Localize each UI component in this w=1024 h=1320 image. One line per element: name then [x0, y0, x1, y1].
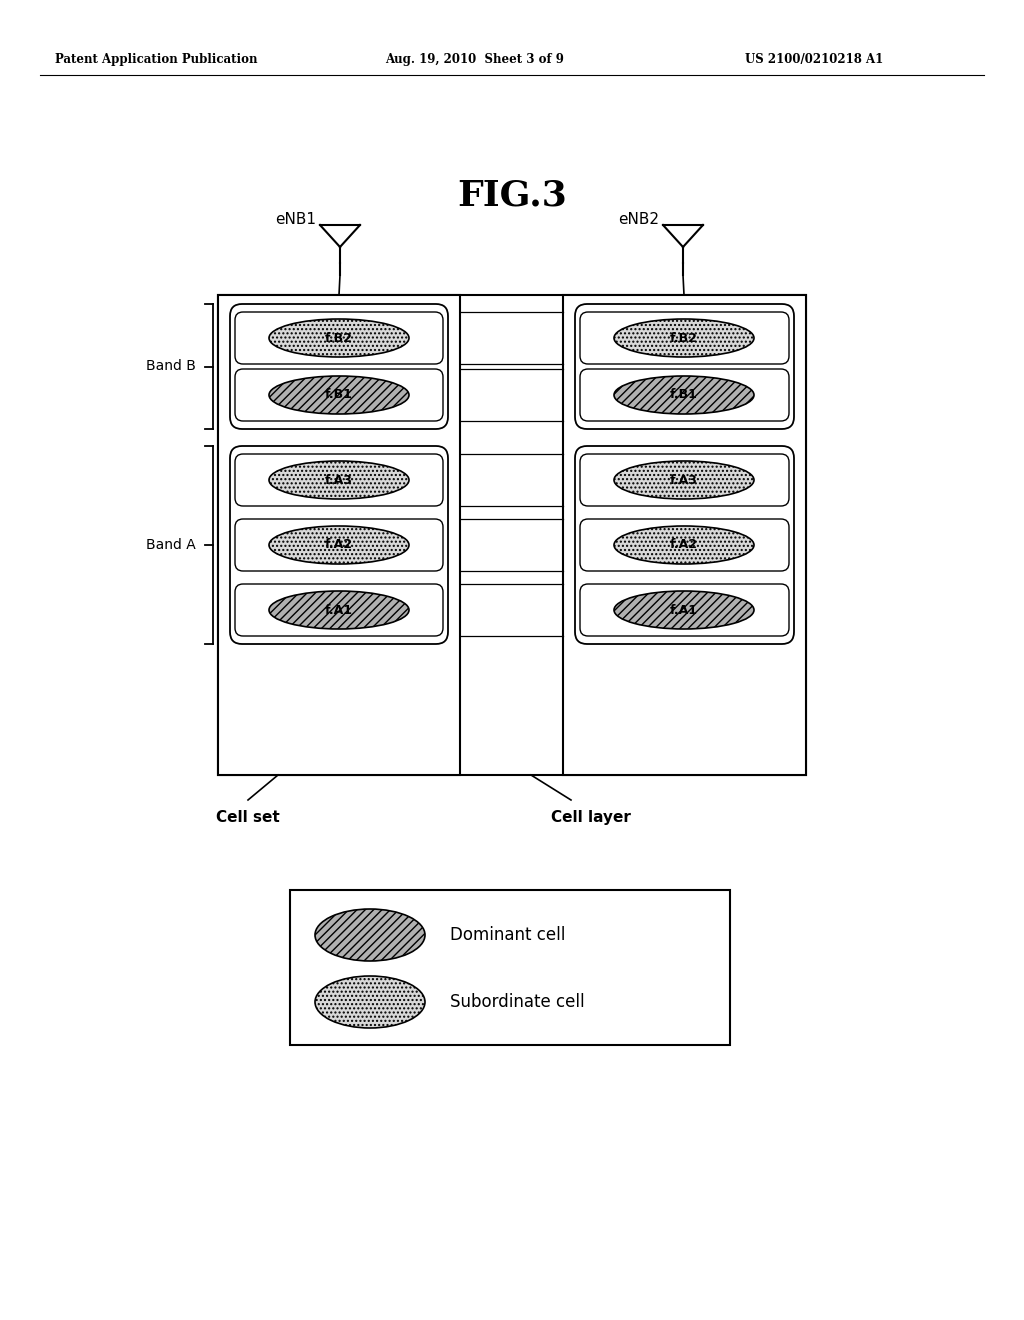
Text: Band A: Band A [146, 539, 196, 552]
Text: FIG.3: FIG.3 [457, 178, 567, 213]
FancyBboxPatch shape [230, 304, 449, 429]
Ellipse shape [269, 319, 409, 356]
FancyBboxPatch shape [580, 519, 790, 572]
Text: Subordinate cell: Subordinate cell [450, 993, 585, 1011]
Text: f.A1: f.A1 [325, 603, 353, 616]
Bar [290, 890, 730, 1045]
Text: Band B: Band B [146, 359, 196, 374]
Text: eNB2: eNB2 [618, 213, 659, 227]
Ellipse shape [269, 525, 409, 564]
Text: Patent Application Publication: Patent Application Publication [55, 54, 257, 66]
Ellipse shape [614, 461, 754, 499]
FancyBboxPatch shape [234, 519, 443, 572]
Text: f.A1: f.A1 [670, 603, 698, 616]
Text: f.B2: f.B2 [670, 331, 698, 345]
FancyBboxPatch shape [580, 370, 790, 421]
Ellipse shape [269, 461, 409, 499]
Ellipse shape [614, 319, 754, 356]
Bar [218, 294, 460, 775]
FancyBboxPatch shape [580, 312, 790, 364]
FancyBboxPatch shape [234, 583, 443, 636]
FancyBboxPatch shape [575, 304, 794, 429]
Text: f.A3: f.A3 [325, 474, 353, 487]
FancyBboxPatch shape [234, 312, 443, 364]
Ellipse shape [614, 376, 754, 414]
Ellipse shape [315, 975, 425, 1028]
Text: Dominant cell: Dominant cell [450, 927, 565, 944]
Text: f.A2: f.A2 [325, 539, 353, 552]
Text: f.B1: f.B1 [670, 388, 698, 401]
Bar [563, 294, 806, 775]
FancyBboxPatch shape [230, 446, 449, 644]
Text: US 2100/0210218 A1: US 2100/0210218 A1 [745, 54, 884, 66]
Bar [218, 294, 806, 775]
Ellipse shape [269, 591, 409, 630]
Text: Cell layer: Cell layer [551, 810, 631, 825]
Ellipse shape [614, 525, 754, 564]
FancyBboxPatch shape [580, 454, 790, 506]
FancyBboxPatch shape [234, 454, 443, 506]
FancyBboxPatch shape [234, 370, 443, 421]
Text: eNB1: eNB1 [275, 213, 316, 227]
FancyBboxPatch shape [575, 446, 794, 644]
Ellipse shape [315, 909, 425, 961]
Text: Cell set: Cell set [216, 810, 280, 825]
Text: Aug. 19, 2010  Sheet 3 of 9: Aug. 19, 2010 Sheet 3 of 9 [385, 54, 564, 66]
Text: f.B2: f.B2 [325, 331, 353, 345]
Text: f.B1: f.B1 [325, 388, 353, 401]
FancyBboxPatch shape [580, 583, 790, 636]
Ellipse shape [614, 591, 754, 630]
Text: f.A2: f.A2 [670, 539, 698, 552]
Ellipse shape [269, 376, 409, 414]
Text: f.A3: f.A3 [670, 474, 698, 487]
